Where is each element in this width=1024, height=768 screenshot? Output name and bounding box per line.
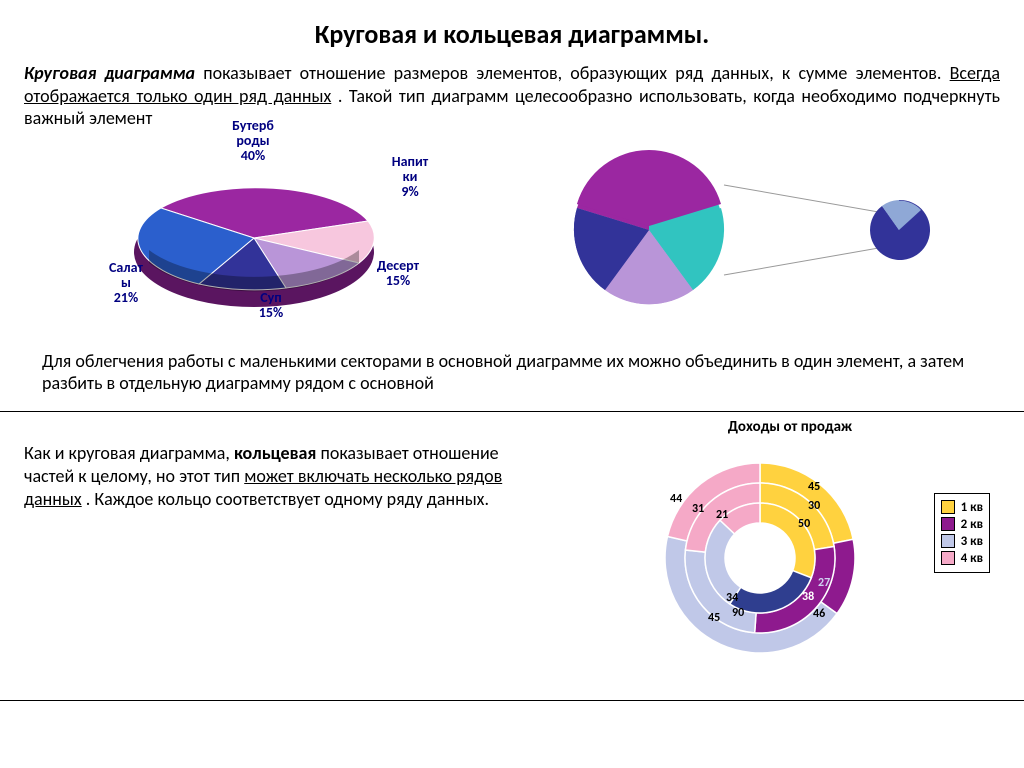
- data-label: 45: [808, 480, 820, 494]
- pie-chart-3d: Бутерброды40% Напитки9% Десерт15% Суп15%…: [24, 130, 504, 340]
- legend: 1 кв 2 кв 3 кв 4 кв: [934, 493, 990, 573]
- sector-paragraph: Для облегчения работы с маленькими секто…: [0, 340, 1024, 395]
- data-label: 31: [692, 502, 704, 516]
- data-label: 45: [708, 611, 720, 625]
- text: . Каждое кольцо соответствует одному ряд…: [86, 488, 489, 510]
- data-label: 21: [716, 508, 728, 522]
- data-label: 50: [798, 517, 810, 531]
- slice-label: Десерт15%: [368, 258, 428, 289]
- doughnut-chart: Доходы от продаж 1 кв 2 кв 3 кв 4 кв 45 30 50…: [580, 418, 1000, 698]
- term-doughnut: кольцевая: [234, 442, 316, 464]
- slice-label: Салаты21%: [96, 260, 156, 306]
- legend-item: 3 кв: [941, 534, 983, 549]
- data-label: 90: [732, 606, 744, 620]
- slice-label: Бутерброды40%: [218, 118, 288, 164]
- doughnut-section: Как и круговая диаграмма, кольцевая пока…: [0, 411, 1024, 701]
- charts-row: Бутерброды40% Напитки9% Десерт15% Суп15%…: [0, 130, 1024, 340]
- text: показывает отношение размеров элементов,…: [203, 62, 949, 84]
- legend-item: 1 кв: [941, 500, 983, 515]
- page-title: Круговая и кольцевая диаграммы.: [0, 0, 1024, 50]
- doughnut-title: Доходы от продаж: [580, 418, 1000, 436]
- doughnut-paragraph: Как и круговая диаграмма, кольцевая пока…: [0, 412, 580, 512]
- intro-paragraph: Круговая диаграмма показывает отношение …: [0, 50, 1024, 130]
- pie-of-pie-chart: [504, 130, 1004, 340]
- term-pie: Круговая диаграмма: [24, 62, 195, 84]
- data-label: 27: [818, 576, 830, 590]
- data-label: 34: [726, 591, 738, 605]
- data-label: 46: [813, 607, 825, 621]
- data-label: 44: [670, 492, 682, 506]
- text: Как и круговая диаграмма,: [24, 442, 234, 464]
- slice-label: Суп15%: [246, 290, 296, 321]
- data-label: 38: [802, 590, 814, 604]
- legend-item: 2 кв: [941, 517, 983, 532]
- slice-label: Напитки9%: [380, 154, 440, 200]
- data-label: 30: [808, 499, 820, 513]
- legend-item: 4 кв: [941, 551, 983, 566]
